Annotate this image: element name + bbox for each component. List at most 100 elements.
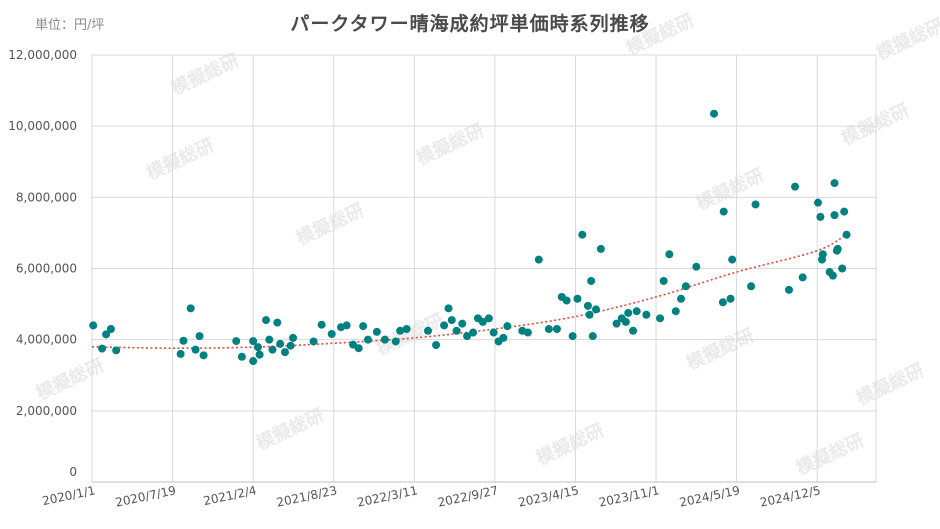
data-point [813,198,822,207]
data-point [444,304,453,313]
data-point [176,349,185,358]
data-point [692,262,701,271]
data-point [665,250,674,259]
data-point [327,329,336,338]
data-point [552,324,561,333]
data-point [469,328,478,337]
data-point [624,308,633,317]
chart-title: パークタワー晴海成約坪単価時系列推移 [290,13,650,35]
x-tick-label: 2023/11/1 [598,483,661,509]
data-point [592,305,600,314]
data-point [195,332,204,341]
x-tick-label: 2024/12/5 [759,483,822,509]
x-tick-label: 2021/2/4 [202,483,258,508]
data-point [828,271,837,280]
data-point [681,282,690,291]
data-point [391,337,400,346]
y-tick-label: 12,000,000 [8,48,77,62]
data-point [354,344,363,353]
data-point [578,230,587,239]
x-tick-label: 2022/3/11 [356,483,419,509]
data-point [380,335,389,344]
data-point [289,333,298,342]
data-point [830,179,839,188]
data-point [798,273,807,282]
data-point [499,333,508,342]
watermark-text: 模擬総研 [143,134,218,184]
data-point [747,282,756,291]
data-point [719,207,728,216]
watermark-text: 模擬総研 [683,324,758,374]
x-tick-label: 2020/7/19 [114,483,177,509]
x-tick-label: 2020/1/1 [41,483,97,508]
data-point [656,314,665,323]
data-point [102,330,111,339]
data-point [791,182,800,191]
data-point [317,320,326,329]
data-point [112,346,121,355]
data-point [612,319,621,328]
y-tick-label: 10,000,000 [8,119,77,133]
data-point [659,276,668,285]
data-point [452,326,461,335]
data-point [447,316,456,325]
data-point [568,332,577,341]
data-point [503,322,512,331]
x-tick-label: 2022/9/27 [436,483,499,509]
data-point [587,276,596,285]
data-point [342,321,351,330]
data-point [838,264,847,273]
x-tick-label: 2021/8/23 [275,483,338,509]
watermark-text: 模擬総研 [873,14,940,64]
unit-label: 単位：円/坪 [35,18,105,33]
data-point [432,341,441,350]
data-point [262,316,271,325]
watermark-text: 模擬総研 [793,429,868,479]
watermark-text: 模擬総研 [168,49,243,99]
y-tick-label: 6,000,000 [16,262,77,276]
data-point [276,339,285,348]
data-point [191,345,200,354]
data-point [677,294,686,303]
data-point [629,326,638,335]
data-point [632,307,641,316]
data-point [98,344,107,353]
data-point [265,335,274,344]
y-tick-label: 2,000,000 [16,404,77,418]
watermark-text: 模擬総研 [623,9,698,59]
data-point [106,324,115,333]
data-point [832,246,841,255]
data-point [726,294,735,303]
x-tick-label: 2023/4/15 [517,483,580,509]
data-point [255,350,264,359]
watermark-text: 模擬総研 [373,309,448,359]
y-tick-label: 0 [69,465,77,479]
data-point [718,298,727,307]
data-point [232,337,241,346]
data-point [89,321,98,330]
data-point [186,304,195,313]
data-point [286,341,295,350]
watermark-text: 模擬総研 [33,354,108,404]
data-point [588,332,597,341]
data-point [280,348,289,357]
data-point [489,328,498,337]
data-point [478,317,487,326]
watermark-text: 模擬総研 [838,99,913,149]
data-point [830,211,839,220]
data-point [840,207,849,216]
data-point [396,326,405,335]
data-point [458,319,467,328]
data-point [583,301,592,310]
x-tick-label: 2024/5/19 [678,483,741,509]
data-point [728,255,737,264]
watermark-text: 模擬総研 [853,359,928,409]
data-point [585,310,594,319]
data-point [596,244,605,253]
data-point [621,317,630,326]
data-point [534,255,543,264]
data-point [402,324,411,333]
data-point [484,314,493,323]
data-point [573,294,582,303]
